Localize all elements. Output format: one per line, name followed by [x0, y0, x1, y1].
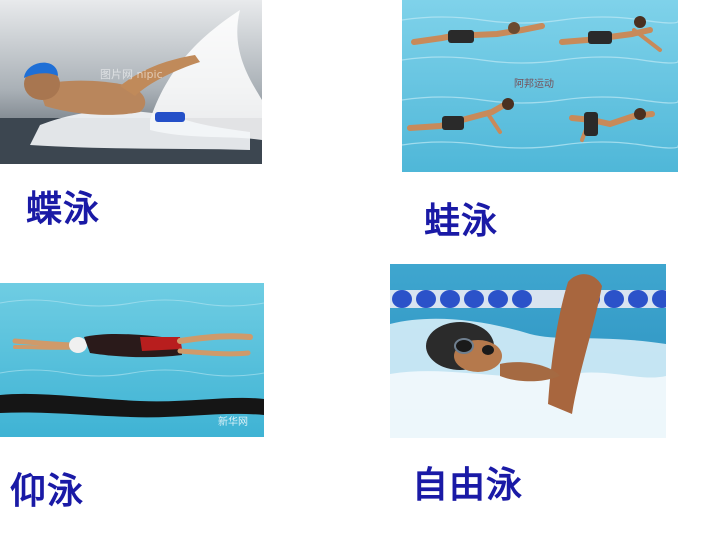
- freestyle-caption: 自由泳: [412, 465, 524, 506]
- butterfly-caption: 蝶泳: [26, 189, 101, 230]
- breaststroke-photo: 阿邦运动: [402, 0, 678, 172]
- butterfly-watermark: 图片网 nipic: [100, 68, 163, 81]
- breaststroke-watermark: 阿邦运动: [514, 77, 554, 90]
- butterfly-photo: 图片网 nipic: [0, 0, 262, 164]
- backstroke-caption: 仰泳: [10, 471, 85, 512]
- backstroke-photo: 新华网: [0, 283, 264, 437]
- freestyle-photo: [390, 264, 666, 438]
- backstroke-watermark: 新华网: [218, 415, 248, 428]
- breaststroke-caption: 蛙泳: [424, 201, 499, 242]
